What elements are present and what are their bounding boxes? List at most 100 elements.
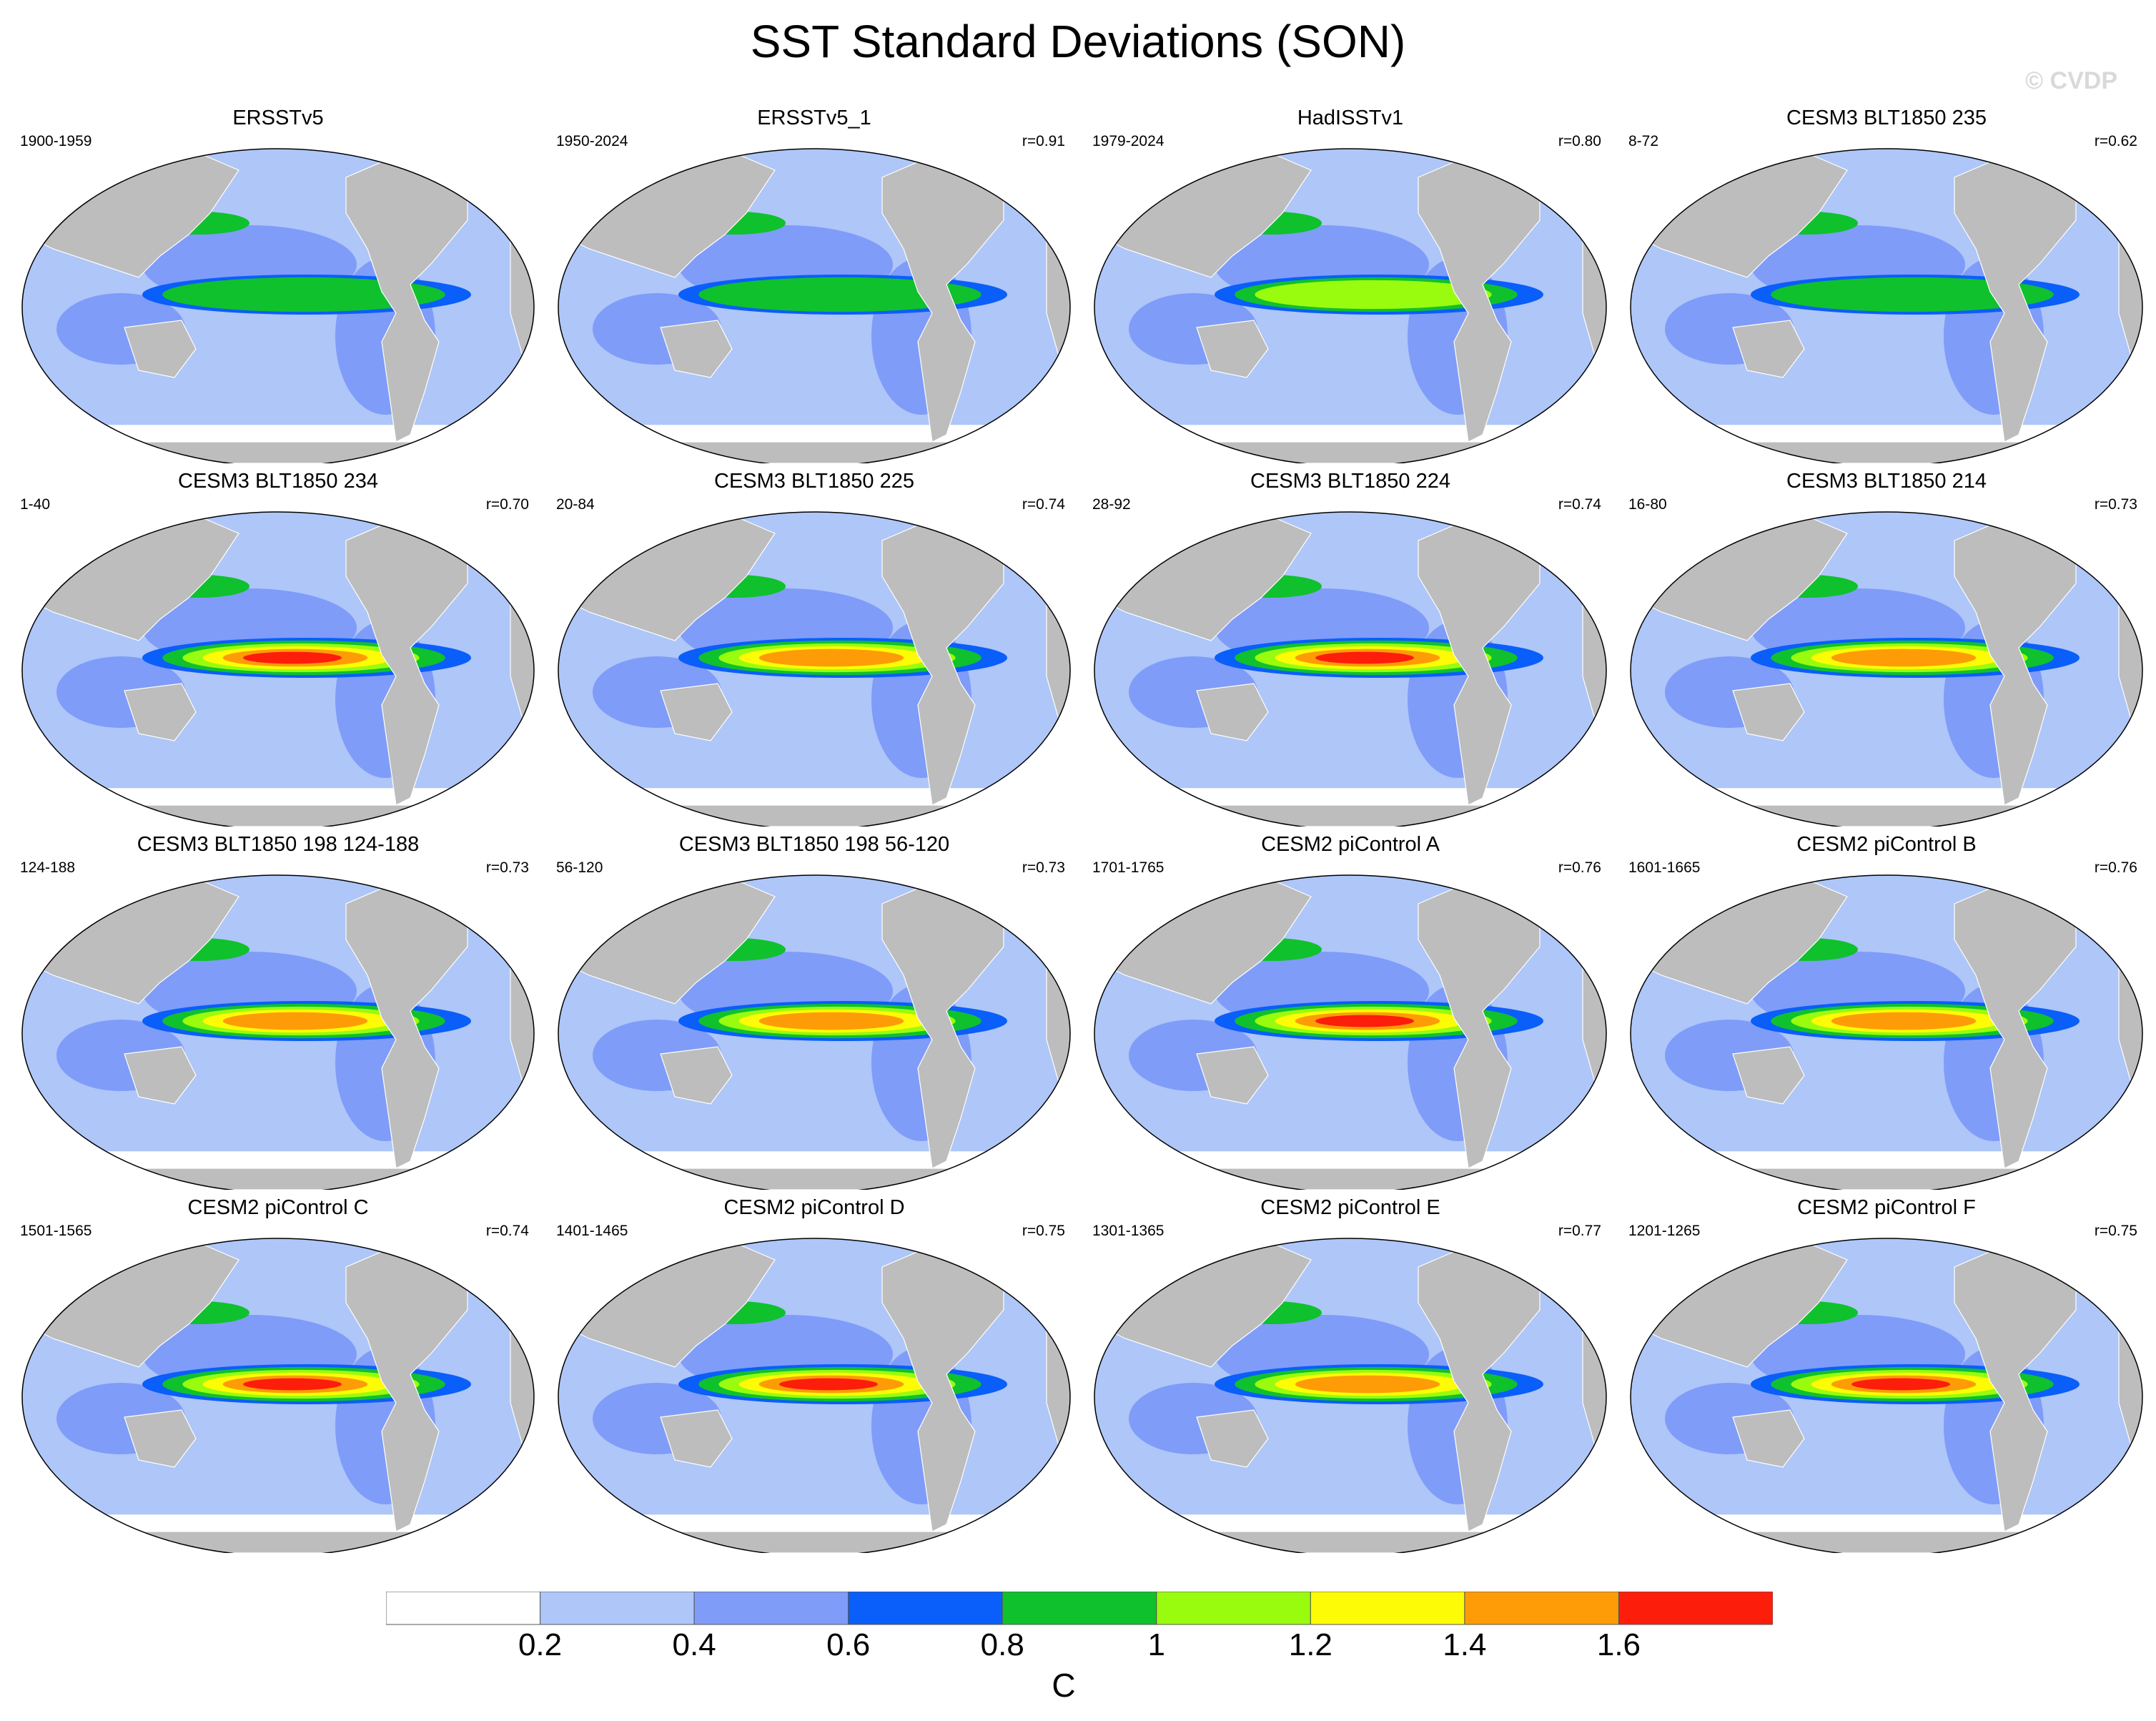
map-outline: [21, 511, 535, 827]
land-mass: [1418, 882, 1541, 1169]
colorbar-tick-label: 1.4: [1443, 1627, 1487, 1662]
map-panel: CESM2 piControl D 1401-1465 r=0.75: [546, 1195, 1082, 1553]
land-mass: [881, 1245, 1004, 1532]
colorbar-tick-label: 0.4: [672, 1627, 716, 1662]
panel-title: CESM3 BLT1850 234: [178, 470, 378, 493]
land-mass: [1582, 1316, 1606, 1469]
panel-correlation: r=0.70: [485, 496, 529, 513]
map-outline: [558, 511, 1071, 827]
map-panel: CESM3 BLT1850 198 56-120 56-120 r=0.73: [546, 832, 1082, 1190]
panel-correlation: r=0.73: [2094, 496, 2137, 513]
panel-title: CESM2 piControl E: [1260, 1196, 1440, 1219]
land-mass: [1732, 1046, 1805, 1105]
land-mass: [881, 882, 1004, 1169]
map-outline: [21, 874, 535, 1190]
colorbar-tick-label: 0.6: [826, 1627, 871, 1662]
colorbar-units: C: [1052, 1667, 1076, 1704]
land-mass: [2047, 1238, 2112, 1282]
land-mass: [881, 155, 1004, 443]
land-mass: [1582, 953, 1606, 1105]
land-mass: [974, 875, 1040, 919]
land-mass: [22, 1168, 534, 1190]
land-mass: [1582, 227, 1606, 379]
land-mass: [974, 512, 1040, 556]
map-outline: [558, 1238, 1071, 1553]
panel-title: CESM3 BLT1850 198 124-188: [137, 833, 420, 856]
land-mass: [345, 1245, 468, 1532]
robinson-map: [1630, 148, 2143, 463]
robinson-map: [558, 874, 1071, 1190]
colorbar-segment: [848, 1592, 1003, 1625]
land-mass: [1582, 590, 1606, 742]
map-panel: CESM2 piControl B 1601-1665 r=0.76: [1618, 832, 2155, 1190]
enso-tongue-band: [1831, 649, 1977, 667]
panel-title: CESM2 piControl B: [1796, 833, 1977, 856]
land-mass: [1510, 875, 1576, 919]
enso-tongue-band: [758, 1012, 904, 1030]
enso-tongue-band: [243, 651, 342, 664]
panel-title: CESM3 BLT1850 235: [1786, 107, 1987, 129]
land-mass: [510, 590, 534, 742]
land-mass: [1196, 1046, 1269, 1105]
land-mass: [1954, 518, 2077, 806]
page-title: SST Standard Deviations (SON): [750, 16, 1406, 67]
land-mass: [1631, 1531, 2142, 1553]
land-mass: [1196, 320, 1269, 378]
map-panel: ERSSTv5 1900-1959: [10, 106, 546, 463]
panel-correlation: r=0.73: [485, 859, 529, 876]
colorbar-tick-label: 0.2: [518, 1627, 563, 1662]
panel-period: 124-188: [20, 859, 76, 876]
land-mass: [2047, 149, 2112, 192]
map-outline: [558, 148, 1071, 463]
land-mass: [1196, 1409, 1269, 1468]
panel-period: 56-120: [556, 859, 603, 876]
land-mass: [1196, 683, 1269, 741]
map-panel: CESM3 BLT1850 234 1-40 r=0.70: [10, 469, 546, 827]
enso-tongue-band: [162, 277, 445, 312]
land-mass: [2118, 227, 2142, 379]
enso-tongue-band: [698, 277, 981, 312]
robinson-map: [1630, 1238, 2143, 1553]
land-mass: [2118, 590, 2142, 742]
colorbar-segment: [693, 1592, 849, 1625]
land-mass: [510, 227, 534, 379]
map-panel: CESM2 piControl A 1701-1765 r=0.76: [1082, 832, 1618, 1190]
robinson-map: [558, 1238, 1071, 1553]
robinson-map: [21, 148, 535, 463]
land-mass: [124, 683, 197, 741]
land-mass: [1954, 1245, 2077, 1532]
map-outline: [1630, 874, 2143, 1190]
map-outline: [1630, 1238, 2143, 1553]
land-mass: [345, 155, 468, 443]
panel-title: CESM2 piControl D: [723, 1196, 905, 1219]
map-panel: HadISSTv1 1979-2024 r=0.80: [1082, 106, 1618, 463]
panel-title: CESM3 BLT1850 225: [714, 470, 914, 493]
robinson-map: [21, 511, 535, 827]
land-mass: [558, 1531, 1070, 1553]
enso-tongue-band: [1315, 651, 1414, 664]
land-mass: [660, 683, 733, 741]
panel-correlation: r=0.73: [1022, 859, 1065, 876]
land-mass: [22, 1531, 534, 1553]
panel-correlation: r=0.74: [1022, 496, 1065, 513]
panel-correlation: r=0.74: [1558, 496, 1601, 513]
panel-title: HadISSTv1: [1297, 107, 1404, 129]
map-panel: ERSSTv5_1 1950-2024 r=0.91: [546, 106, 1082, 463]
land-mass: [1046, 590, 1070, 742]
land-mass: [660, 1409, 733, 1468]
map-outline: [21, 148, 535, 463]
panel-correlation: r=0.75: [2094, 1223, 2137, 1239]
colorbar-tick-label: 1.2: [1288, 1627, 1332, 1662]
land-mass: [1418, 518, 1541, 806]
panel-period: 1-40: [20, 496, 51, 513]
enso-tongue-band: [1831, 1012, 1977, 1030]
panel-correlation: r=0.62: [2094, 133, 2137, 149]
panel-title: CESM2 piControl C: [187, 1196, 369, 1219]
colorbar: [386, 1592, 1773, 1625]
land-mass: [881, 518, 1004, 806]
land-mass: [1510, 149, 1576, 192]
map-outline: [1094, 511, 1607, 827]
panel-correlation: r=0.74: [485, 1223, 529, 1239]
panel-title: CESM3 BLT1850 224: [1250, 470, 1450, 493]
land-mass: [1954, 155, 2077, 443]
